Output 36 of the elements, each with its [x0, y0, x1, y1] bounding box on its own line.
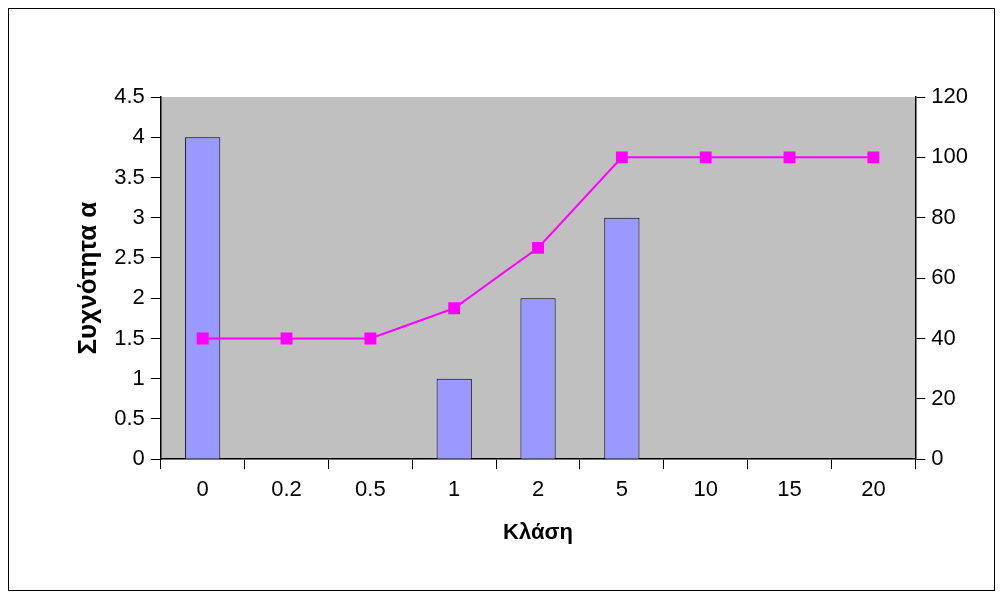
- y2-tick-label: 40: [931, 324, 956, 350]
- y-tick-label: 1: [132, 364, 145, 390]
- y-tick-label: 4: [132, 123, 145, 149]
- y2-tick-label: 80: [931, 203, 956, 229]
- y-tick-label: 4.5: [114, 83, 145, 109]
- x-tick-label: 10: [693, 476, 718, 502]
- y-tick-label: 0.5: [114, 405, 145, 431]
- point: [867, 151, 880, 164]
- y2-tick-label: 20: [931, 384, 956, 410]
- point: [364, 332, 377, 345]
- y-tick-label: 2: [132, 284, 145, 310]
- x-tick-label: 0: [196, 476, 209, 502]
- point: [615, 151, 628, 164]
- x-tick-label: 5: [615, 476, 628, 502]
- y2-tick-label: 0: [931, 445, 944, 471]
- y2-tick-label: 120: [931, 83, 969, 109]
- y2-tick-label: 60: [931, 264, 956, 290]
- point: [448, 302, 461, 315]
- x-tick-label: 2: [531, 476, 545, 502]
- x-axis-title: Κλάση: [503, 518, 573, 544]
- x-tick-label: 0.5: [355, 476, 386, 502]
- point: [532, 241, 544, 254]
- x-tick-label: 20: [861, 476, 886, 502]
- point: [699, 151, 712, 164]
- y-tick-label: 3: [132, 203, 145, 229]
- x-tick-label: 0.2: [271, 476, 302, 502]
- y-tick-label: 1.5: [114, 324, 145, 350]
- point: [783, 151, 796, 164]
- y2-tick-label: 100: [931, 143, 969, 169]
- x-tick-label: 1: [448, 476, 461, 502]
- y-axis-title: Συχνότητα α: [71, 201, 102, 355]
- point: [196, 332, 209, 345]
- x-tick-label: 15: [777, 476, 802, 502]
- y-tick-label: 0: [132, 445, 145, 471]
- y-tick-label: 3.5: [114, 163, 145, 189]
- y-tick-label: 2.5: [114, 244, 145, 270]
